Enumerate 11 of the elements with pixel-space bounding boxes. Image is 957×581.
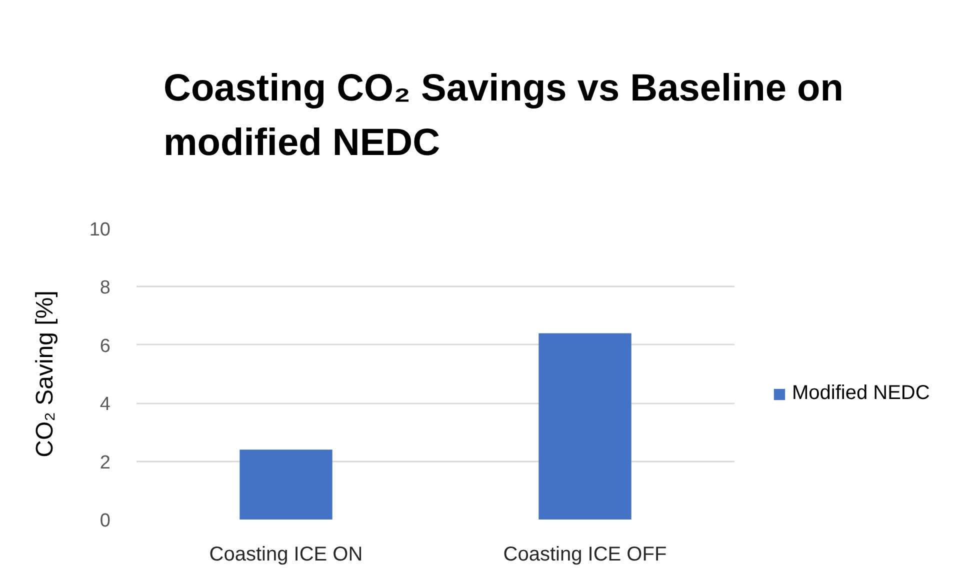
y-tick-label: 0 xyxy=(100,510,111,532)
y-tick-label: 10 xyxy=(89,220,111,240)
chart-title: Coasting CO₂ Savings vs Baseline on modified NEDC xyxy=(164,67,844,164)
x-tick-label: Coasting ICE OFF xyxy=(503,544,667,566)
y-axis-title: CO₂ Saving [%] xyxy=(31,290,58,458)
y-tick-label: 4 xyxy=(100,394,111,416)
y-tick-label: 2 xyxy=(100,452,111,474)
legend-label: Modified NEDC xyxy=(792,382,930,405)
x-tick-label: Coasting ICE ON xyxy=(209,544,363,566)
y-tick-label: 6 xyxy=(100,336,111,357)
y-tick-label: 8 xyxy=(100,278,111,299)
